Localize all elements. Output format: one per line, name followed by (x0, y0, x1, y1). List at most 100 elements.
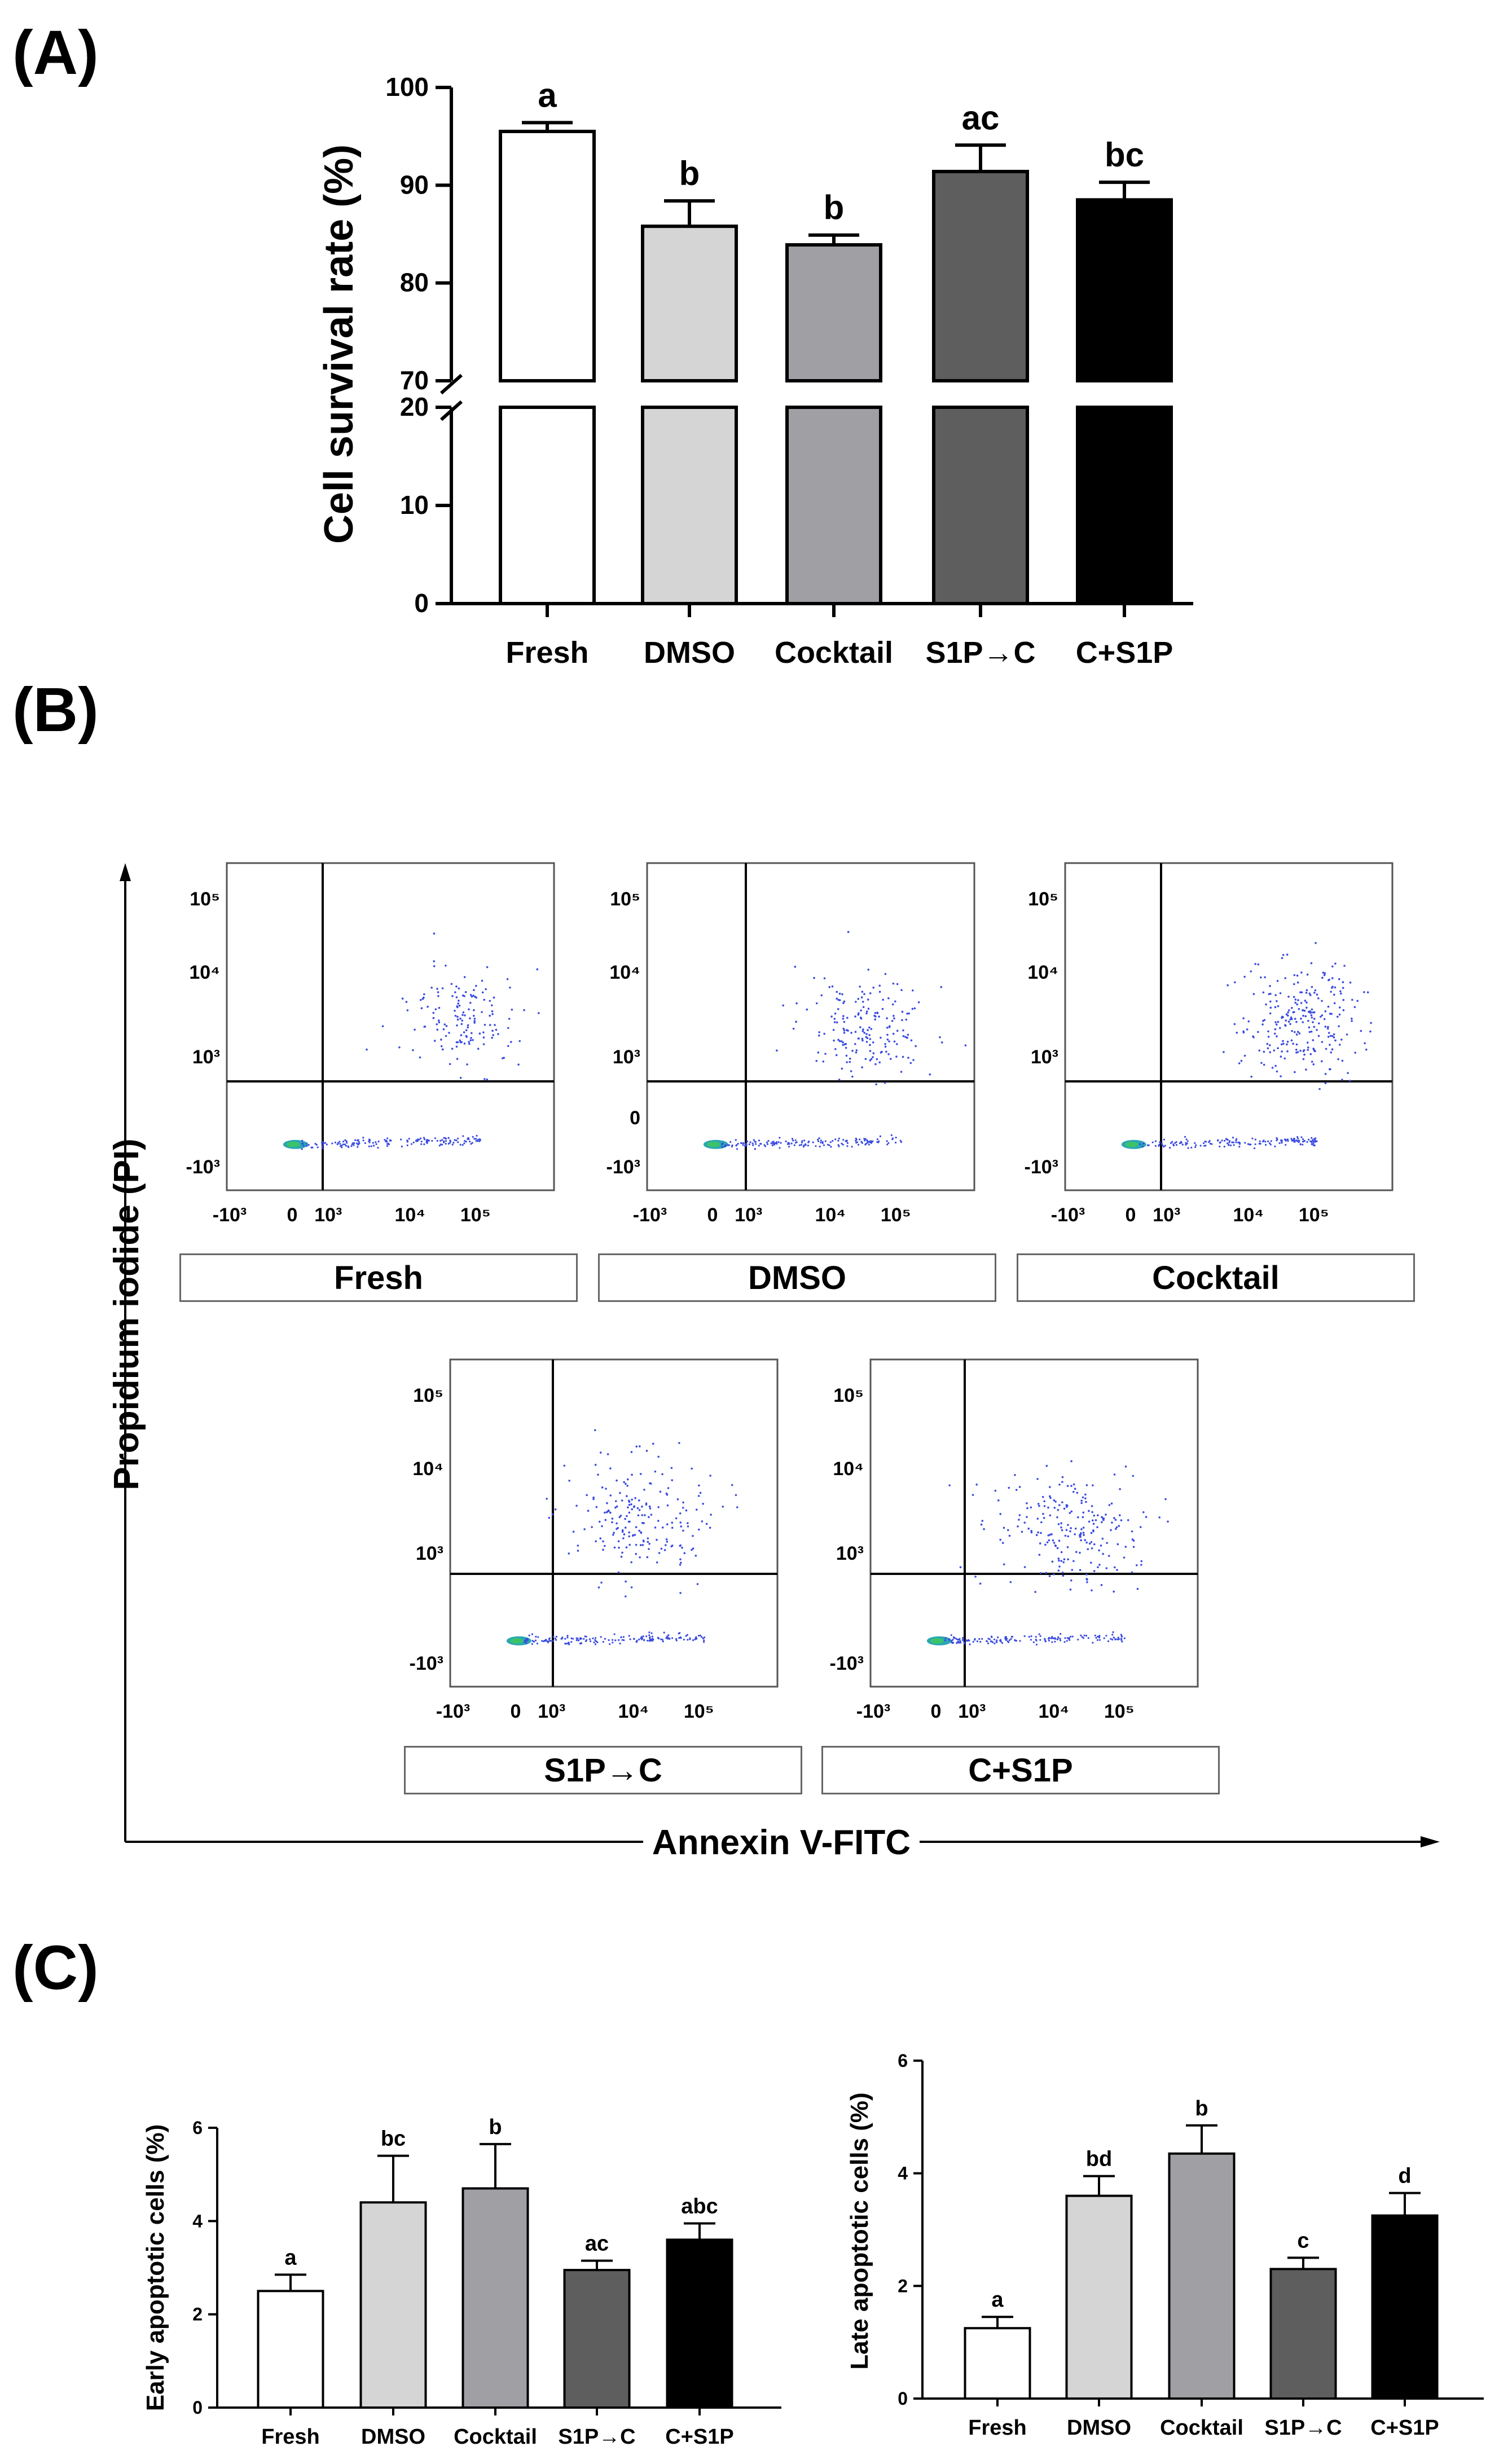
b-event-dot (475, 1139, 477, 1142)
b-event-dot (628, 1520, 631, 1523)
b-event-dot (1244, 1142, 1246, 1144)
b-event-dot (617, 1571, 620, 1574)
b-event-dot (1263, 1050, 1265, 1053)
b-event-dot (702, 1637, 704, 1640)
b-event-dot (630, 1503, 632, 1506)
b-event-dot (855, 1138, 858, 1141)
b-event-dot (861, 1066, 863, 1068)
b-event-dot (454, 1014, 457, 1017)
b-event-dot (671, 1479, 673, 1481)
b-event-dot (1120, 1639, 1123, 1641)
b-event-dot (475, 1138, 477, 1140)
b-event-dot (1240, 1059, 1243, 1062)
b-event-dot (1315, 1139, 1317, 1142)
b-event-dot (619, 1642, 621, 1645)
b-event-dot (870, 1028, 873, 1030)
b-event-dot (1110, 1502, 1113, 1505)
b-event-dot (795, 1002, 798, 1005)
b-event-dot (851, 1050, 854, 1052)
b-event-dot (1186, 1140, 1189, 1142)
b-event-dot (846, 1061, 848, 1063)
b-event-dot (1098, 1639, 1101, 1641)
b-event-dot (776, 1142, 778, 1145)
b-event-dot (1351, 1020, 1353, 1022)
b-event-dot (878, 991, 881, 993)
b-event-dot (445, 1025, 448, 1027)
b-event-dot (883, 1081, 886, 1084)
b-event-dot (1286, 953, 1289, 956)
b-event-dot (585, 1635, 587, 1638)
b-event-dot (1186, 1142, 1188, 1145)
b-event-dot (1115, 1526, 1118, 1529)
b-event-dot (764, 1145, 767, 1147)
b-event-dot (1080, 1499, 1083, 1502)
b-event-dot (489, 1014, 491, 1017)
b-event-dot (648, 1516, 650, 1519)
b-event-dot (1303, 1009, 1306, 1012)
b-event-dot (820, 994, 823, 997)
b-event-dot (314, 1143, 316, 1145)
b-y-tick-label: 10⁵ (1028, 888, 1058, 910)
b-x-tick-label: 0 (707, 1204, 718, 1226)
b-event-dot (577, 1545, 579, 1547)
b-event-dot (1080, 1502, 1083, 1504)
b-event-dot (1004, 1636, 1006, 1638)
b-event-dot (722, 1505, 724, 1508)
b-event-dot (445, 1140, 447, 1142)
b-event-dot (665, 1538, 668, 1541)
b-event-dot (1228, 1144, 1230, 1146)
b-event-dot (794, 1139, 797, 1141)
b-event-dot (815, 1002, 818, 1005)
b-event-dot (613, 1546, 616, 1549)
b-event-dot (682, 1529, 684, 1532)
b-event-dot (687, 1525, 689, 1528)
b-event-dot (477, 1048, 480, 1050)
b-event-dot (1067, 1558, 1070, 1561)
b-event-dot (1098, 1635, 1101, 1637)
b-y-tick-label: 10⁵ (190, 888, 220, 910)
b-event-dot (1286, 1040, 1289, 1043)
b-event-dot (876, 1011, 878, 1014)
b-event-dot (815, 1145, 817, 1147)
b-event-dot (1364, 1042, 1366, 1045)
a-y-axis-title: Cell survival rate (%) (316, 144, 362, 544)
b-event-dot (465, 1141, 467, 1143)
b-event-dot (621, 1529, 624, 1532)
b-event-dot (626, 1485, 628, 1487)
b-event-dot (1302, 1058, 1305, 1061)
b-event-dot (666, 1493, 669, 1496)
b-event-dot (881, 1007, 884, 1010)
b-event-dot (1277, 1005, 1280, 1007)
b-event-dot (595, 1506, 598, 1508)
b-event-dot (472, 1039, 474, 1041)
c-early-significance-letter: abc (681, 2194, 718, 2218)
c-early-bar (563, 2269, 631, 2409)
b-event-dot (1318, 1022, 1320, 1024)
b-event-dot (604, 1545, 606, 1547)
b-event-dot (1342, 981, 1344, 983)
b-event-dot (618, 1516, 621, 1519)
b-event-dot (1292, 1011, 1295, 1014)
b-event-dot (455, 1139, 458, 1142)
b-event-dot (339, 1141, 341, 1143)
b-event-dot (907, 1057, 909, 1059)
b-event-dot (509, 1041, 512, 1043)
b-event-dot (994, 1489, 997, 1492)
b-event-dot (322, 1147, 324, 1150)
b-event-dot (863, 1032, 865, 1034)
b-event-dot (1330, 991, 1332, 993)
a-significance-letter: a (538, 76, 557, 114)
b-event-dot (777, 1141, 780, 1143)
b-event-dot (599, 1537, 602, 1540)
b-event-dot (857, 998, 860, 1000)
b-event-dot (449, 1140, 452, 1143)
b-event-dot (999, 1538, 1001, 1541)
b-event-dot (776, 1049, 778, 1052)
b-event-dot (1290, 1138, 1293, 1140)
b-event-dot (838, 1137, 840, 1139)
b-event-dot (886, 1017, 888, 1019)
b-event-dot (843, 1020, 846, 1023)
b-event-dot (554, 1508, 557, 1511)
b-event-dot (1084, 1497, 1087, 1500)
b-event-dot (808, 1140, 810, 1143)
